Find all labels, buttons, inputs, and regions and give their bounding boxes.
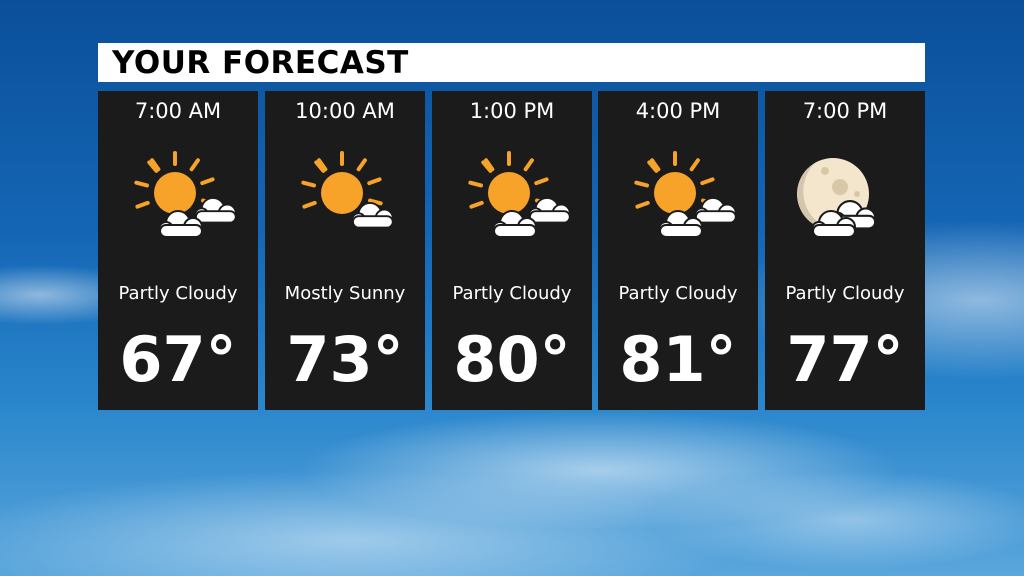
forecast-time: 7:00 AM [134, 99, 222, 123]
forecast-card: 4:00 PM Partly Cloudy 81° [598, 91, 758, 410]
partly-cloudy-day-icon [468, 151, 571, 238]
forecast-card: 7:00 AM Partly Cloudy 67° [98, 91, 258, 410]
partly-cloudy-day-icon [634, 151, 737, 238]
forecast-condition: Partly Cloudy [785, 283, 905, 304]
forecast-temperature: 73° [286, 323, 404, 396]
forecast-time: 7:00 PM [802, 99, 888, 123]
forecast-temperature: 81° [619, 323, 737, 396]
forecast-temperature: 77° [786, 323, 904, 396]
forecast-condition: Mostly Sunny [284, 283, 406, 304]
forecast-time: 4:00 PM [635, 99, 721, 123]
forecast-condition: Partly Cloudy [118, 283, 238, 304]
forecast-card: 1:00 PM Partly Cloudy 80° [432, 91, 592, 410]
partly-cloudy-day-icon [134, 151, 237, 238]
mostly-sunny-icon [301, 151, 394, 229]
forecast-card: 10:00 AM Mostly Sunny 73° [265, 91, 425, 410]
forecast-title: YOUR FORECAST [98, 43, 925, 82]
forecast-temperature: 67° [119, 323, 237, 396]
partly-cloudy-night-icon [797, 158, 877, 238]
forecast-time: 1:00 PM [469, 99, 555, 123]
forecast-card: 7:00 PM Partly Cloudy 77° [765, 91, 925, 410]
forecast-temperature: 80° [453, 323, 571, 396]
forecast-condition: Partly Cloudy [618, 283, 738, 304]
forecast-time: 10:00 AM [295, 99, 395, 123]
forecast-condition: Partly Cloudy [452, 283, 572, 304]
